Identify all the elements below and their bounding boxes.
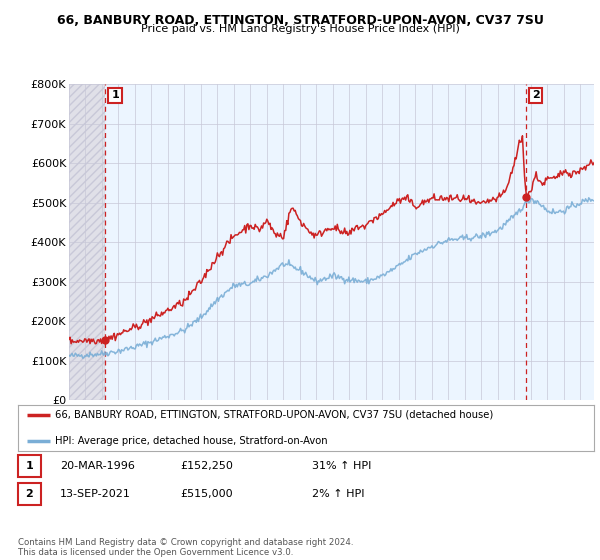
Text: £152,250: £152,250 <box>180 461 233 471</box>
Text: 31% ↑ HPI: 31% ↑ HPI <box>312 461 371 471</box>
Text: Contains HM Land Registry data © Crown copyright and database right 2024.
This d: Contains HM Land Registry data © Crown c… <box>18 538 353 557</box>
Text: 2: 2 <box>532 90 539 100</box>
Text: 13-SEP-2021: 13-SEP-2021 <box>60 489 131 499</box>
Text: 2% ↑ HPI: 2% ↑ HPI <box>312 489 365 499</box>
Text: Price paid vs. HM Land Registry's House Price Index (HPI): Price paid vs. HM Land Registry's House … <box>140 24 460 34</box>
Text: 1: 1 <box>26 461 33 471</box>
Bar <box>69 84 106 400</box>
Text: 1: 1 <box>111 90 119 100</box>
Text: 2: 2 <box>26 489 33 499</box>
Bar <box>106 84 594 400</box>
Text: HPI: Average price, detached house, Stratford-on-Avon: HPI: Average price, detached house, Stra… <box>55 436 328 446</box>
Text: 20-MAR-1996: 20-MAR-1996 <box>60 461 135 471</box>
Text: £515,000: £515,000 <box>180 489 233 499</box>
Text: 66, BANBURY ROAD, ETTINGTON, STRATFORD-UPON-AVON, CV37 7SU: 66, BANBURY ROAD, ETTINGTON, STRATFORD-U… <box>56 14 544 27</box>
Text: 66, BANBURY ROAD, ETTINGTON, STRATFORD-UPON-AVON, CV37 7SU (detached house): 66, BANBURY ROAD, ETTINGTON, STRATFORD-U… <box>55 410 494 420</box>
